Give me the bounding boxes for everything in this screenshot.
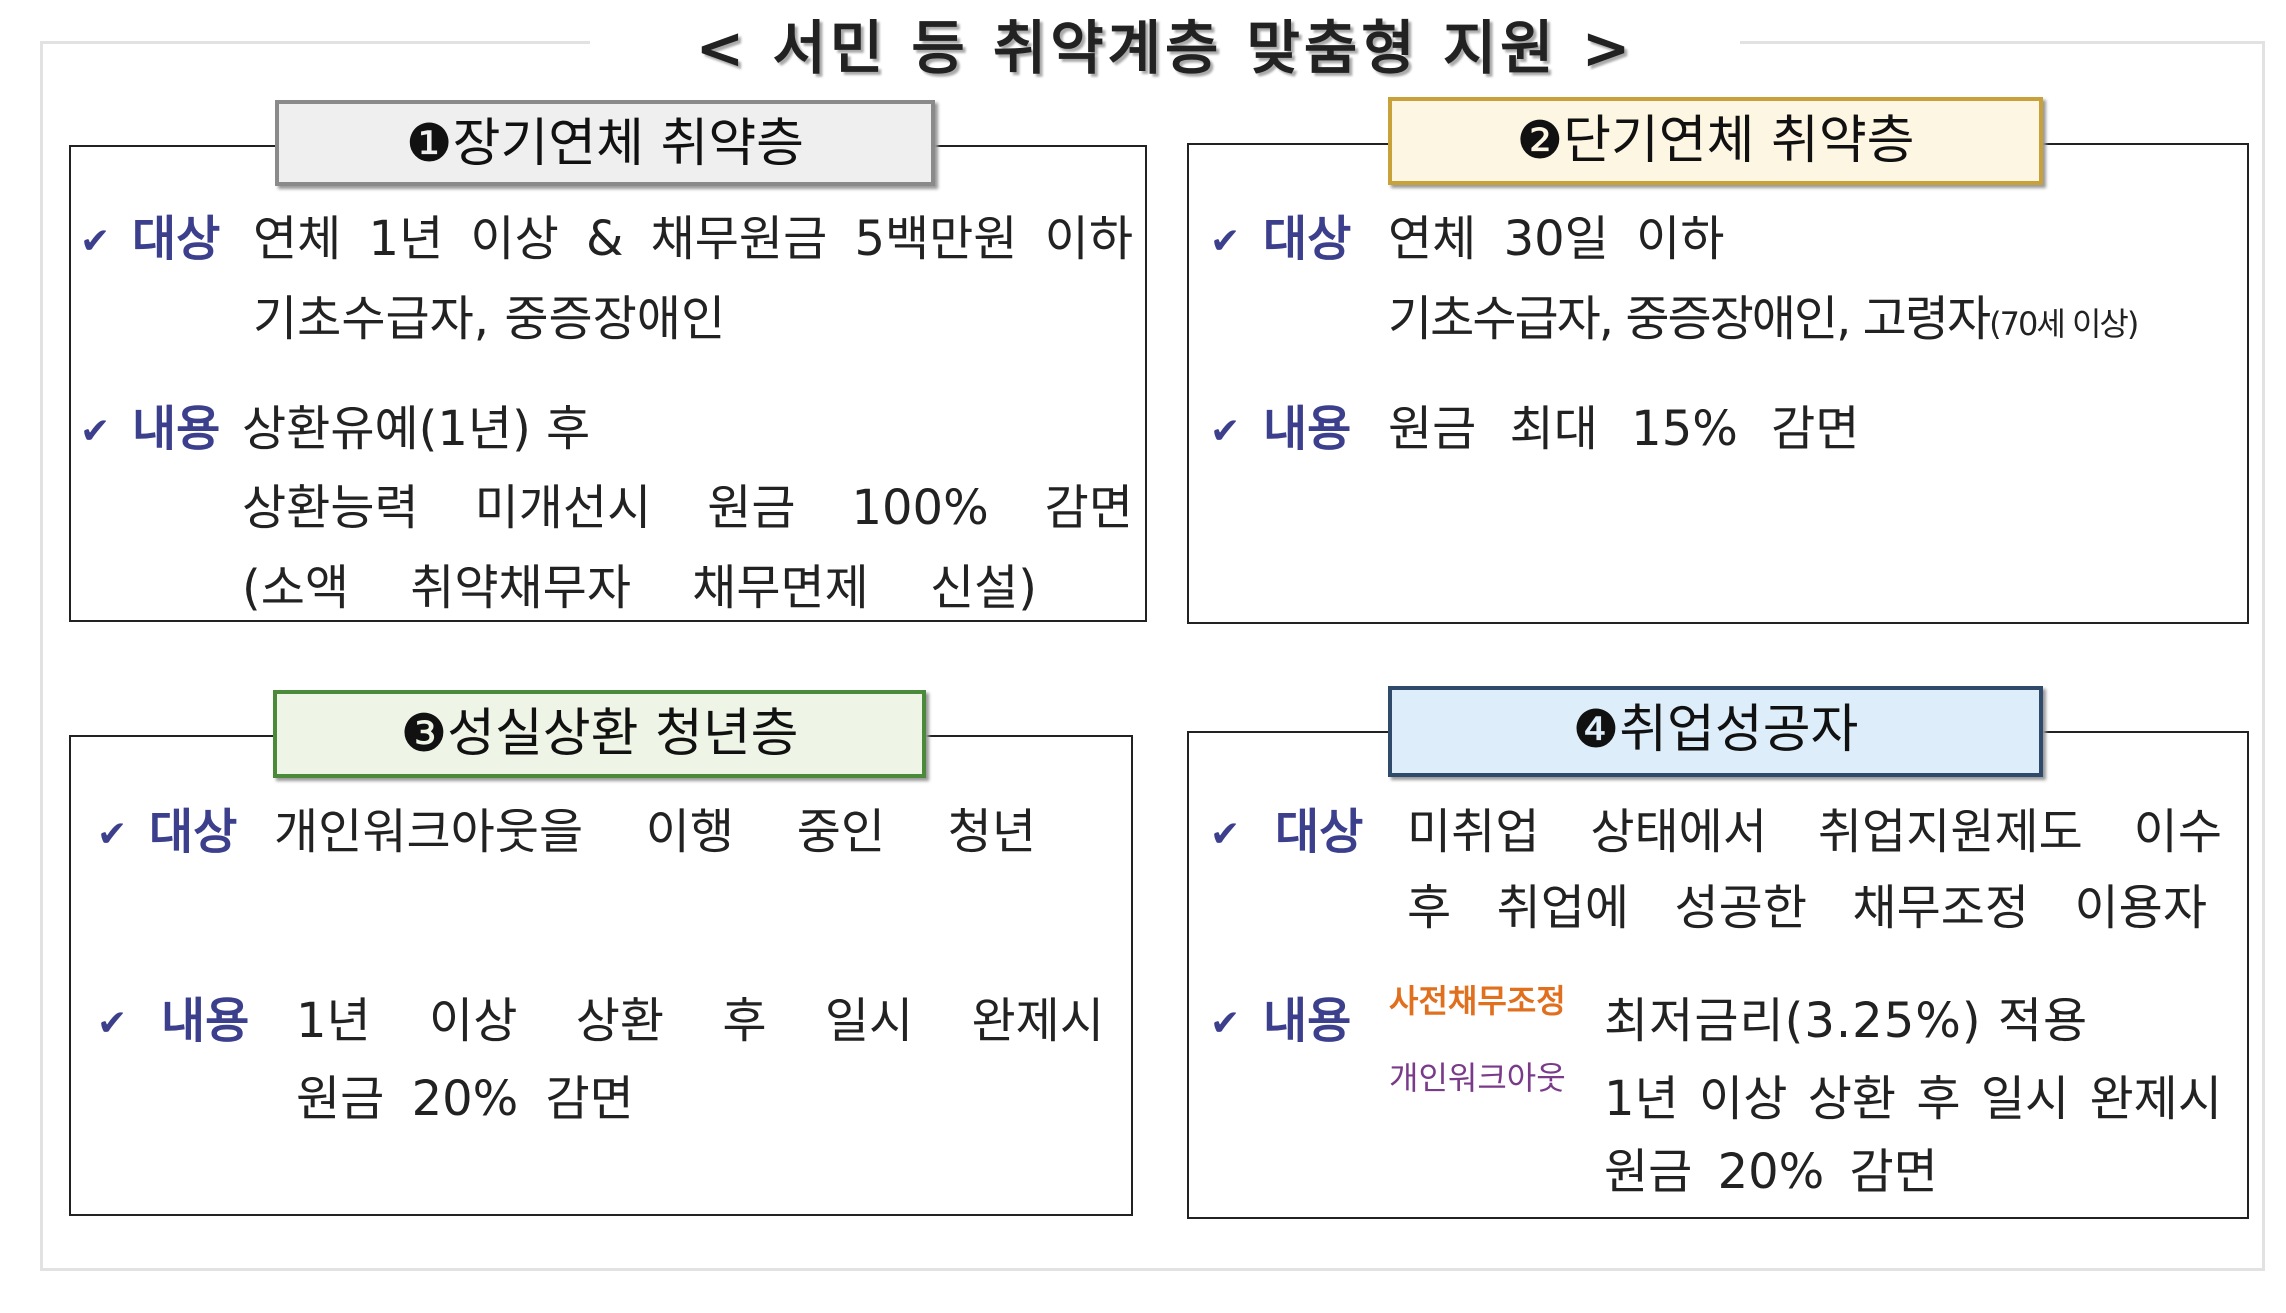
box3-header: ❸성실상환 청년층: [273, 690, 926, 778]
box2-target-line-text: 기초수급자, 중증장애인, 고령자: [1388, 291, 1991, 347]
box1-target-label: 대상: [132, 211, 221, 267]
box1-target-line: 기초수급자, 중증장애인: [253, 291, 726, 347]
box2-content-line: 원금 최대 15% 감면: [1388, 401, 1860, 457]
box2-target-line: 기초수급자, 중증장애인, 고령자(70세 이상): [1388, 289, 2139, 354]
box4-target-line: 미취업 상태에서 취업지원제도 이수: [1407, 804, 2222, 860]
box2-target-label: 대상: [1263, 211, 1352, 267]
box4-content-line: 원금 20% 감면: [1604, 1144, 1938, 1200]
box1-content-label: 내용: [132, 401, 221, 457]
box4-content-line: 최저금리(3.25%) 적용: [1604, 993, 2089, 1049]
check-icon: ✔: [1210, 411, 1241, 452]
box4-target-line: 후 취업에 성공한 채무조정 이용자: [1407, 880, 2207, 936]
box1-content-line: (소액 취약채무자 채무면제 신설): [242, 560, 1037, 616]
box-long-term-overdue: [69, 145, 1147, 622]
box-short-term-overdue: [1187, 143, 2249, 624]
box3-content-line: 원금 20% 감면: [296, 1071, 634, 1127]
box2-target-note: (70세 이상): [1989, 305, 2139, 343]
box4-sub-label-workout: 개인워크아웃: [1389, 1059, 1566, 1097]
box2-content-label: 내용: [1263, 401, 1352, 457]
check-icon: ✔: [1210, 1003, 1241, 1044]
check-icon: ✔: [80, 411, 111, 452]
box3-target-line: 개인워크아웃을 이행 중인 청년: [274, 804, 1036, 860]
box4-header: ❹취업성공자: [1388, 686, 2043, 777]
check-icon: ✔: [80, 221, 111, 262]
box3-content-label: 내용: [161, 993, 250, 1049]
box4-target-label: 대상: [1275, 804, 1364, 860]
box3-content-line: 1년 이상 상환 후 일시 완제시: [296, 993, 1104, 1049]
check-icon: ✔: [97, 814, 128, 855]
box4-sub-label-precheck: 사전채무조정: [1389, 982, 1566, 1020]
check-icon: ✔: [1210, 221, 1241, 262]
box1-content-line: 상환능력 미개선시 원금 100% 감면: [242, 480, 1133, 536]
page-title: < 서민 등 취약계층 맞춤형 지원 >: [590, 8, 1740, 88]
box2-target-line: 연체 30일 이하: [1388, 211, 1725, 267]
check-icon: ✔: [1210, 814, 1241, 855]
check-icon: ✔: [97, 1003, 128, 1044]
box4-content-label: 내용: [1263, 993, 1352, 1049]
box1-content-line: 상환유예(1년) 후: [242, 401, 591, 457]
box1-header: ❶장기연체 취약층: [275, 100, 935, 186]
box2-header: ❷단기연체 취약층: [1388, 97, 2043, 185]
box4-content-line: 1년 이상 상환 후 일시 완제시: [1604, 1071, 2222, 1127]
box-youth-repayment: [69, 735, 1133, 1216]
box1-target-line: 연체 1년 이상 & 채무원금 5백만원 이하: [253, 211, 1133, 267]
box3-target-label: 대상: [149, 804, 238, 860]
